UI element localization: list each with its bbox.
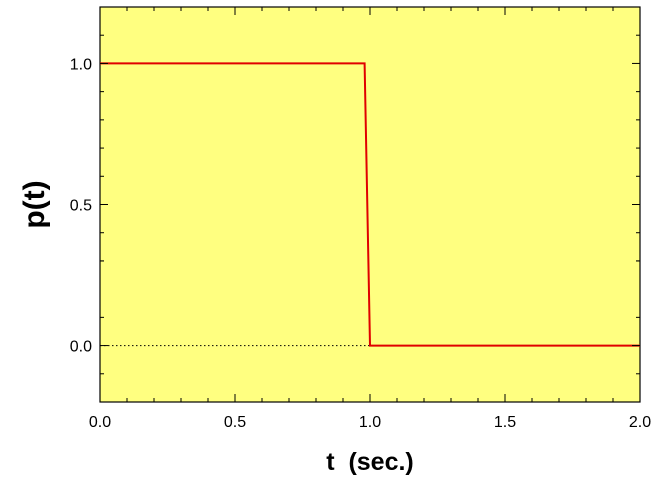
y-tick-label: 0.0	[70, 339, 92, 356]
x-tick-label: 0.0	[89, 414, 111, 431]
x-tick-label: 2.0	[629, 414, 651, 431]
y-axis-title: p(t)	[18, 180, 51, 228]
series-group	[100, 62, 640, 347]
y-tick-label: 0.5	[70, 198, 92, 215]
x-tick-label: 1.0	[359, 414, 381, 431]
series-line-0	[100, 62, 640, 347]
axis-ticks	[99, 7, 641, 402]
x-tick-label: 1.5	[494, 414, 516, 431]
y-tick-label: 1.0	[70, 56, 92, 73]
x-tick-label: 0.5	[224, 414, 246, 431]
x-axis-title: t (sec.)	[326, 448, 414, 476]
y-tick-labels: 0.0 0.5 1.0	[70, 56, 92, 355]
x-tick-labels: 0.0 0.5 1.0 1.5 2.0	[89, 414, 651, 431]
